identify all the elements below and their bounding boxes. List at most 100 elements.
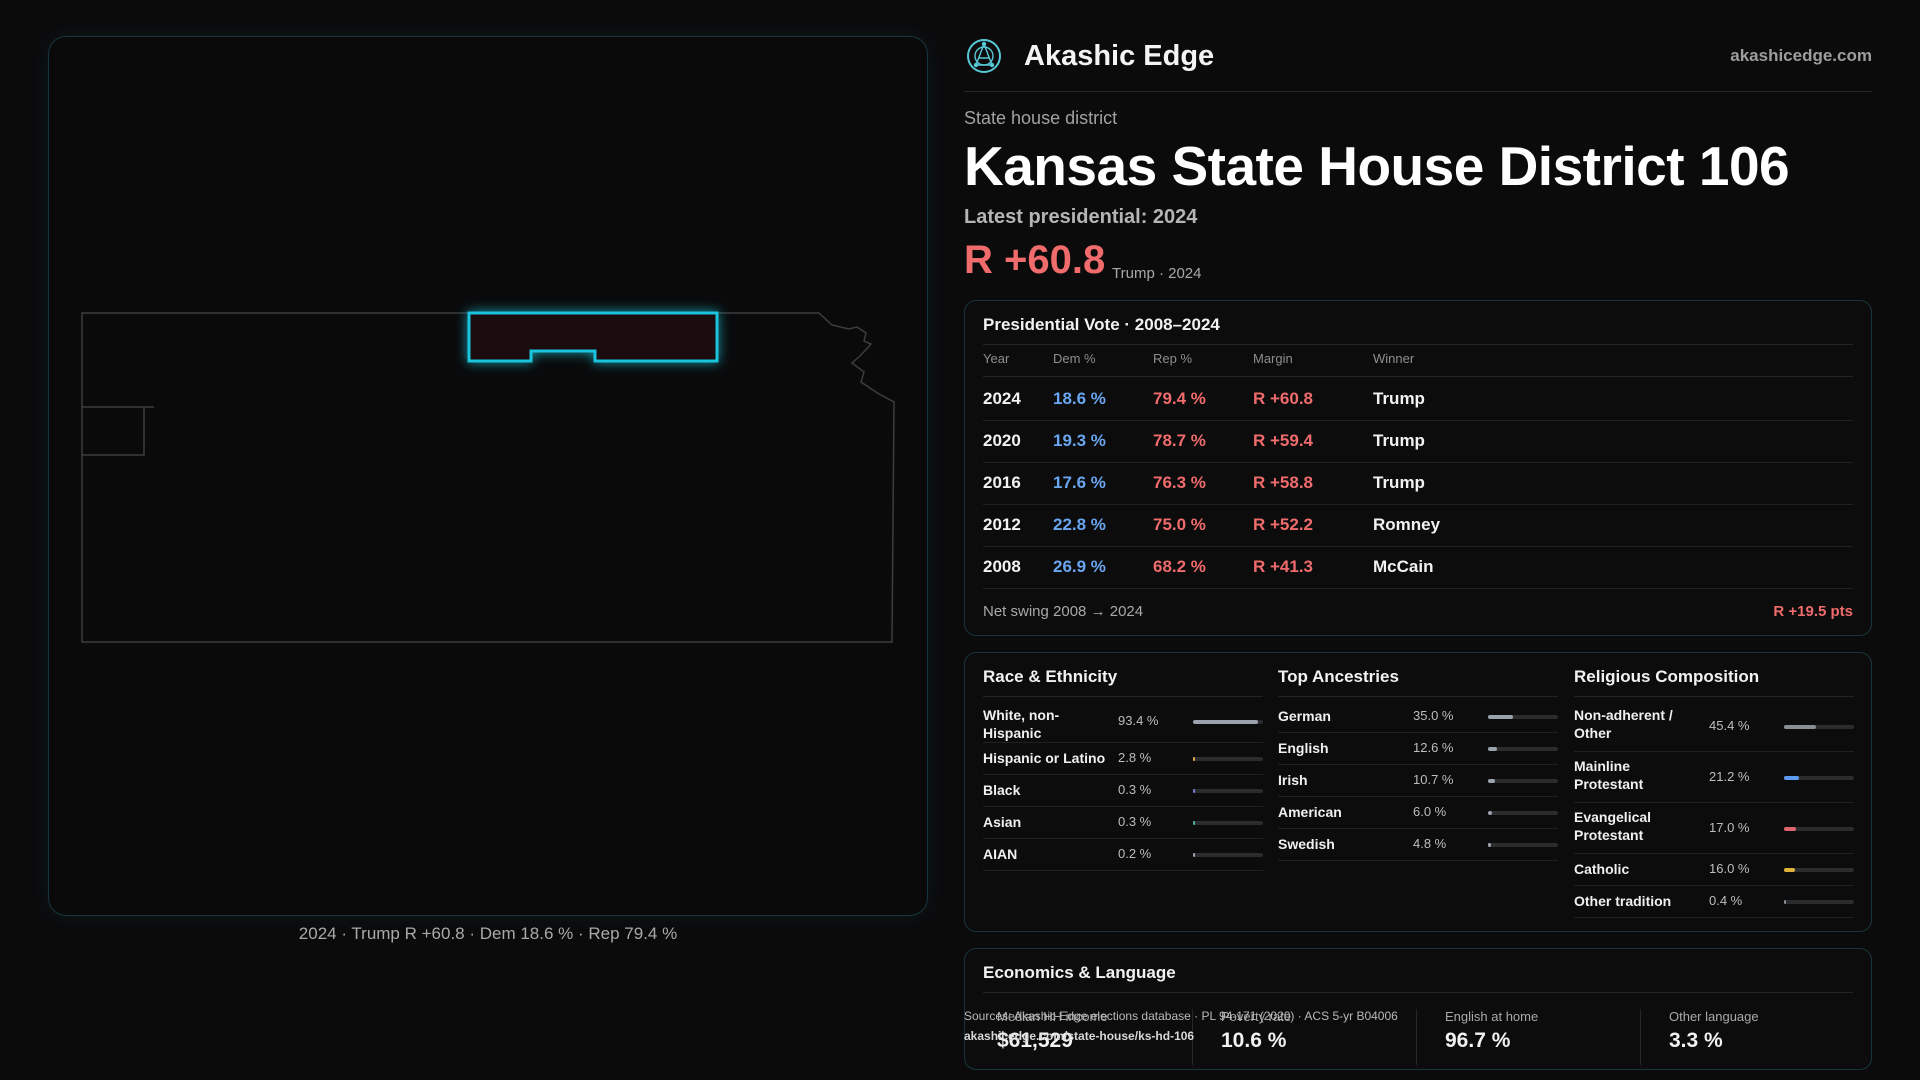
race-bar-track	[1193, 853, 1263, 857]
demographics-card: Race & Ethnicity White, non-Hispanic 93.4…	[964, 652, 1872, 932]
race-bar-fill	[1193, 789, 1195, 793]
religion-bar-track	[1784, 900, 1854, 904]
sources-text: Sources: Akashic Edge elections database…	[964, 1009, 1398, 1023]
row-dem-pct: 26.9 %	[1053, 557, 1106, 576]
vote-table-row[interactable]: 2016 17.6 % 76.3 % R +58.8 Trump	[983, 463, 1853, 505]
religion-bar-fill	[1784, 868, 1796, 872]
row-dem-pct: 19.3 %	[1053, 431, 1106, 450]
row-winner: Trump	[1373, 473, 1425, 492]
row-winner: Trump	[1373, 431, 1425, 450]
race-bar-fill	[1193, 757, 1195, 761]
race-bar-fill	[1193, 853, 1195, 857]
page-url-link[interactable]: akashicedge.com/state-house/ks-hd-106	[964, 1029, 1195, 1043]
divider	[1278, 696, 1558, 697]
race-value: 93.4 %	[1118, 713, 1159, 728]
brand-name[interactable]: Akashic Edge	[1024, 40, 1215, 72]
religion-label: Mainline Protestant	[1574, 758, 1644, 792]
religion-row: Mainline Protestant 21.2 %	[1574, 752, 1854, 803]
vote-table-header: Year Dem % Rep % Margin Winner	[983, 351, 1853, 377]
column-header-margin: Margin	[1253, 351, 1293, 366]
latest-presidential-label: Latest presidential: 2024	[964, 206, 1198, 228]
ancestry-value: 12.6 %	[1413, 740, 1454, 755]
row-rep-pct: 78.7 %	[1153, 431, 1206, 450]
kansas-map[interactable]	[49, 37, 929, 917]
ancestry-bar-fill	[1488, 811, 1493, 815]
religion-row: Non-adherent / Other 45.4 %	[1574, 701, 1854, 752]
religion-label: Non-adherent / Other	[1574, 707, 1673, 741]
row-year: 2020	[983, 431, 1021, 450]
ancestry-bar-fill	[1488, 747, 1497, 751]
row-dem-pct: 18.6 %	[1053, 389, 1106, 408]
row-winner: Romney	[1373, 515, 1441, 534]
ancestry-row: Irish 10.7 %	[1278, 765, 1558, 797]
ancestry-bar-track	[1488, 811, 1558, 815]
map-caption: 2024 · Trump R +60.8 · Dem 18.6 % · Rep …	[298, 924, 678, 943]
race-label: Asian	[983, 814, 1022, 830]
race-value: 0.3 %	[1118, 814, 1152, 829]
row-year: 2024	[983, 389, 1021, 408]
ancestry-bar-fill	[1488, 843, 1492, 847]
row-year: 2012	[983, 515, 1021, 534]
race-bar-fill	[1193, 821, 1195, 825]
economics-stat: Other language 3.3 %	[1655, 1009, 1865, 1065]
vote-table-row[interactable]: 2012 22.8 % 75.0 % R +52.2 Romney	[983, 505, 1853, 547]
ancestry-label: Irish	[1278, 772, 1308, 788]
ancestry-value: 35.0 %	[1413, 708, 1454, 723]
race-bar-track	[1193, 789, 1263, 793]
race-label: Hispanic or Latino	[983, 750, 1106, 766]
divider	[1574, 696, 1854, 697]
religion-label: Catholic	[1574, 861, 1630, 877]
vote-table-row[interactable]: 2020 19.3 % 78.7 % R +59.4 Trump	[983, 421, 1853, 463]
race-row: AIAN 0.2 %	[983, 839, 1263, 871]
race-row: White, non-Hispanic 93.4 %	[983, 701, 1263, 743]
vote-table-row[interactable]: 2024 18.6 % 79.4 % R +60.8 Trump	[983, 379, 1853, 421]
religion-value: 0.4 %	[1709, 893, 1743, 908]
religion-value: 16.0 %	[1709, 861, 1750, 876]
economics-stat: English at home 96.7 %	[1431, 1009, 1641, 1065]
globe-network-icon[interactable]	[966, 38, 1002, 74]
ancestry-label: Swedish	[1278, 836, 1335, 852]
race-label: White, non-Hispanic	[983, 707, 1060, 741]
column-header-dem: Dem %	[1053, 351, 1096, 366]
economics-stat: Median HH income $61,529	[983, 1009, 1193, 1065]
headline-margin: R +60.8	[964, 238, 1106, 282]
ancestry-value: 10.7 %	[1413, 772, 1454, 787]
religion-value: 45.4 %	[1709, 717, 1750, 733]
economics-stat-value: 10.6 %	[1221, 1029, 1287, 1052]
vote-table-row[interactable]: 2008 26.9 % 68.2 % R +41.3 McCain	[983, 547, 1853, 589]
religion-bar-fill	[1784, 775, 1799, 780]
row-year: 2016	[983, 473, 1021, 492]
ancestry-row: English 12.6 %	[1278, 733, 1558, 765]
religious-composition-section: Religious Composition Non-adherent / Oth…	[1574, 653, 1854, 933]
page-title: Kansas State House District 106	[964, 135, 1790, 197]
divider	[983, 992, 1853, 993]
row-rep-pct: 68.2 %	[1153, 557, 1206, 576]
row-winner: McCain	[1373, 557, 1434, 576]
religion-title: Religious Composition	[1574, 667, 1760, 686]
vote-table-title: Presidential Vote · 2008–2024	[983, 315, 1220, 334]
row-winner: Trump	[1373, 389, 1425, 408]
district-106-shape[interactable]	[467, 311, 719, 363]
row-rep-pct: 79.4 %	[1153, 389, 1206, 408]
county-outline	[82, 406, 154, 456]
religion-bar-fill	[1784, 900, 1786, 904]
religion-bar-track	[1784, 724, 1854, 729]
religion-label: Other tradition	[1574, 893, 1672, 909]
ancestry-title: Top Ancestries	[1278, 667, 1399, 686]
brand-url-link[interactable]: akashicedge.com	[1730, 46, 1872, 65]
district-map-panel[interactable]	[48, 36, 928, 916]
net-swing-value: R +19.5 pts	[1773, 603, 1853, 620]
economics-stat-label: Poverty rate	[1221, 1009, 1292, 1024]
district-info-column: Akashic Edge akashicedge.com State house…	[964, 0, 1872, 1080]
net-swing-label: Net swing 2008 → 2024	[983, 603, 1144, 620]
economics-stat-label: Other language	[1669, 1009, 1759, 1024]
column-header-winner: Winner	[1373, 351, 1415, 366]
race-label: Black	[983, 782, 1021, 798]
row-dem-pct: 17.6 %	[1053, 473, 1106, 492]
ancestry-label: German	[1278, 708, 1331, 724]
row-dem-pct: 22.8 %	[1053, 515, 1106, 534]
religion-label: Evangelical Protestant	[1574, 809, 1652, 843]
race-value: 0.3 %	[1118, 782, 1152, 797]
ancestry-label: English	[1278, 740, 1329, 756]
presidential-vote-card: Presidential Vote · 2008–2024 Year Dem %…	[964, 300, 1872, 636]
